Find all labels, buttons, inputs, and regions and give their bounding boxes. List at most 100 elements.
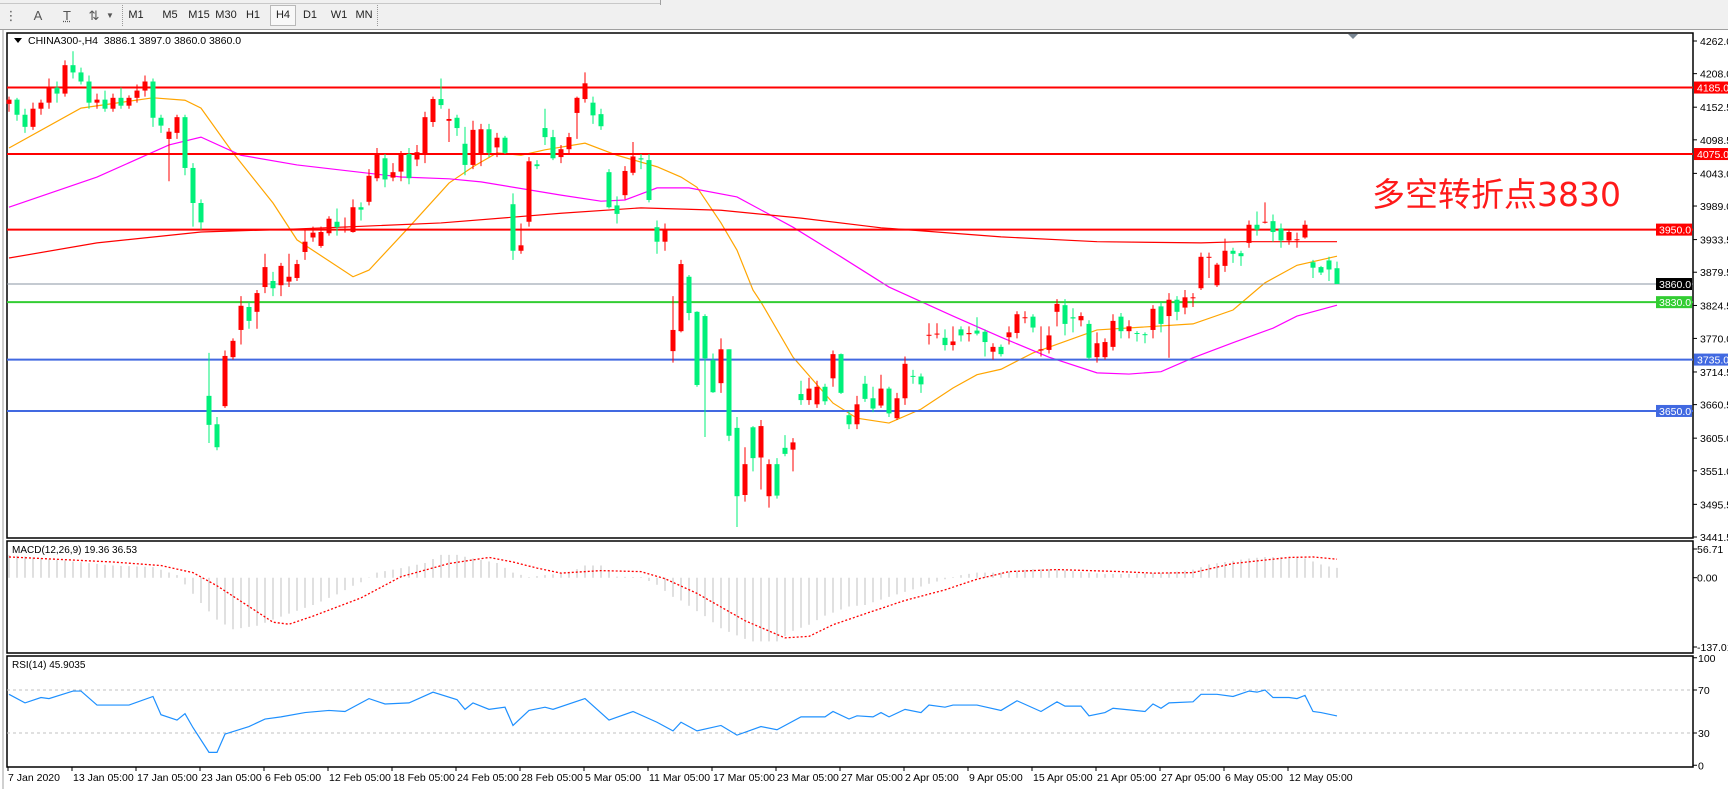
candle-body [1070, 317, 1076, 319]
fibonacci-fan-icon[interactable]: ⋮ [4, 8, 18, 23]
time-axis-label: 24 Feb 05:00 [457, 772, 519, 784]
price-axis-label: 3824.5 [1700, 300, 1728, 312]
timeframe-w1-button[interactable]: W1 [330, 9, 348, 21]
toolbar-divider [660, 0, 661, 5]
candle-body [1134, 332, 1140, 334]
candle-body [62, 65, 68, 94]
candle-body [470, 129, 476, 165]
candle-body [1334, 268, 1340, 285]
candle-body [430, 99, 436, 123]
candle-body [686, 276, 692, 314]
rsi-axis-label: 0 [1698, 760, 1704, 772]
candle-body [1022, 317, 1028, 319]
candle-body [854, 404, 860, 425]
price-axis-label: 3495.5 [1700, 499, 1728, 511]
timeframe-h1-button[interactable]: H1 [245, 9, 261, 21]
candle-body [614, 205, 620, 214]
price-axis-label: 3933.5 [1700, 235, 1728, 247]
candle-body [454, 117, 460, 129]
candle-body [526, 161, 532, 222]
candle-body [1174, 299, 1180, 312]
candle-body [510, 204, 516, 251]
candle-body [942, 337, 948, 346]
candle-body [326, 218, 332, 234]
candle-body [974, 330, 980, 334]
candle-body [662, 229, 668, 242]
text-icon[interactable]: A [33, 8, 43, 23]
candle-body [6, 99, 12, 104]
candle-body [790, 442, 796, 450]
candle-body [502, 137, 508, 153]
candle-body [726, 349, 732, 436]
price-axis-label: 4043.0 [1700, 168, 1728, 180]
candle-body [1126, 326, 1132, 332]
timeframe-m5-button[interactable]: M5 [162, 9, 178, 21]
price-axis-label: 4152.5 [1700, 102, 1728, 114]
text-label-icon[interactable]: T [63, 8, 71, 23]
level-price-tag [1656, 223, 1692, 236]
time-axis-label: 18 Feb 05:00 [393, 772, 455, 784]
candle-body [742, 464, 748, 495]
candle-body [622, 170, 628, 196]
candle-body [238, 305, 244, 330]
level-price-tag [1656, 404, 1692, 417]
timeframe-h4-button[interactable]: H4 [270, 5, 296, 26]
rsi-axis-label: 100 [1698, 653, 1716, 665]
candle-body [150, 81, 156, 118]
candle-body [1110, 320, 1116, 347]
candle-body [958, 329, 964, 336]
price-axis-label: 3605.0 [1700, 433, 1728, 445]
level-price-tag [1694, 148, 1728, 161]
timeframe-mn-button[interactable]: MN [355, 9, 373, 21]
candle-body [1278, 228, 1284, 241]
timeframe-m1-button[interactable]: M1 [128, 9, 144, 21]
candle-body [1046, 335, 1052, 350]
candle-body [574, 97, 580, 113]
candle-body [406, 154, 412, 179]
candle-body [990, 346, 996, 352]
candle-body [174, 117, 180, 133]
candle-body [1222, 250, 1228, 266]
arrows-icon[interactable]: ⇅ [88, 8, 100, 23]
time-axis-label: 27 Mar 05:00 [841, 772, 903, 784]
candle-body [390, 172, 396, 178]
candle-body [934, 333, 940, 335]
candle-body [782, 447, 788, 454]
candle-body [302, 241, 308, 252]
dropdown-arrow-icon[interactable]: ▼ [106, 11, 114, 20]
candle-body [86, 81, 92, 103]
candle-body [230, 340, 236, 358]
candle-body [838, 354, 844, 393]
timeframe-d1-button[interactable]: D1 [302, 9, 318, 21]
candle-body [318, 232, 324, 246]
candle-body [1158, 306, 1164, 324]
timeframe-m30-button[interactable]: M30 [215, 9, 237, 21]
candle-body [214, 424, 220, 448]
candle-body [1270, 221, 1276, 233]
candle-body [982, 331, 988, 343]
rsi-axis-label: 70 [1698, 685, 1710, 697]
time-axis-label: 17 Mar 05:00 [713, 772, 775, 784]
candle-body [1030, 316, 1036, 328]
price-axis-label: 3770.0 [1700, 333, 1728, 345]
candle-body [46, 87, 52, 103]
moving-average-mid-line [8, 136, 1338, 375]
collapse-triangle-icon[interactable] [14, 38, 22, 43]
candle-body [654, 227, 660, 242]
price-axis-label: 4208.0 [1700, 69, 1728, 81]
candle-body [542, 128, 548, 138]
candle-body [1078, 316, 1084, 321]
level-price-label: 3830.0 [1659, 297, 1691, 309]
candle-body [1006, 332, 1012, 338]
candle-body [534, 164, 540, 167]
candle-body [646, 160, 652, 200]
chart-annotation-text[interactable]: 多空转折点3830 [1372, 175, 1621, 214]
time-axis-label: 12 Feb 05:00 [329, 772, 391, 784]
timeframe-m15-button[interactable]: M15 [188, 9, 210, 21]
candle-body [158, 117, 164, 126]
candle-body [1198, 256, 1204, 289]
candle-body [1326, 260, 1332, 270]
candle-body [1206, 256, 1212, 258]
candle-body [702, 316, 708, 359]
